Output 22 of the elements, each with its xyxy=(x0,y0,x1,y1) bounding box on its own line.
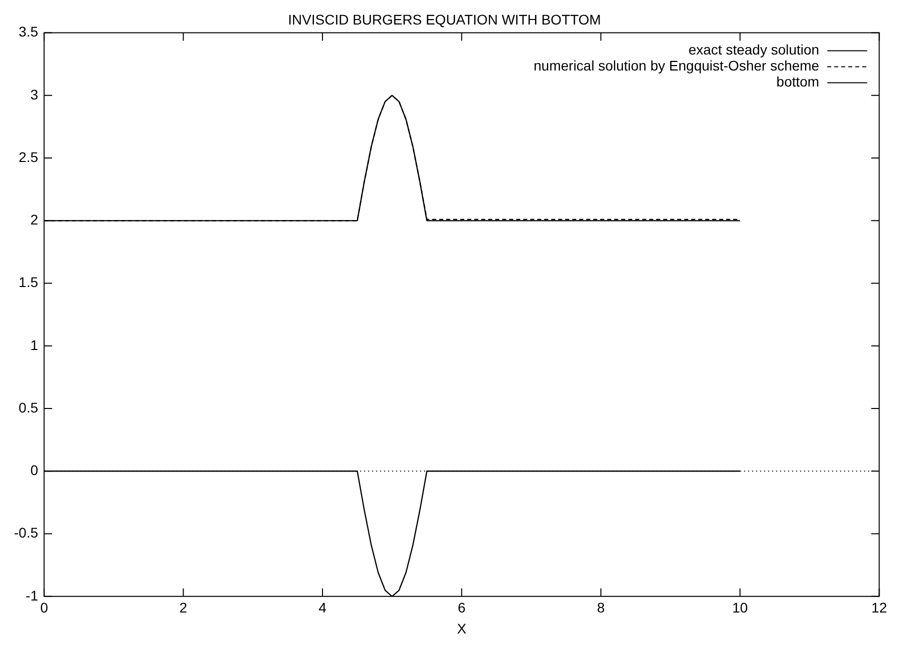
legend-label: exact steady solution xyxy=(688,42,820,58)
x-tick-label: 12 xyxy=(871,600,888,616)
y-tick-label: -1 xyxy=(26,587,38,604)
y-tick-label: 2.5 xyxy=(18,148,38,165)
chart-title: INVISCID BURGERS EQUATION WITH BOTTOM xyxy=(288,11,601,28)
x-tick-label: 6 xyxy=(458,600,466,616)
y-tick-label: 3.5 xyxy=(18,24,38,40)
y-tick-label: 1 xyxy=(30,336,38,353)
x-axis-title: X xyxy=(456,620,467,636)
y-tick-label: 3 xyxy=(30,86,38,102)
y-tick-label: 0.5 xyxy=(18,399,38,416)
y-tick-label: 0 xyxy=(30,462,38,478)
x-tick-label: 0 xyxy=(40,600,48,616)
legend-label: numerical solution by Engquist-Osher scheme xyxy=(534,58,820,74)
x-tick-label: 4 xyxy=(318,600,327,616)
y-tick-label: 2 xyxy=(30,212,38,228)
legend-label: bottom xyxy=(776,74,820,90)
y-tick-label: -0.5 xyxy=(14,524,38,541)
x-tick-label: 8 xyxy=(596,600,605,616)
x-tick-label: 2 xyxy=(179,600,188,616)
y-tick-label: 1.5 xyxy=(18,274,38,290)
x-tick-label: 10 xyxy=(732,600,748,616)
